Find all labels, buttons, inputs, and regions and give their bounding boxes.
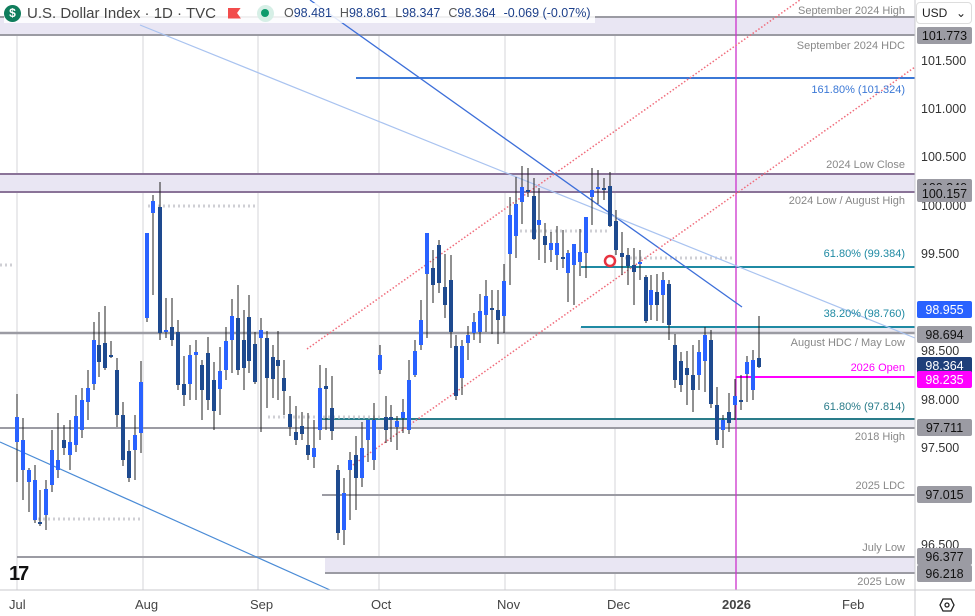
time-label: Sep (250, 597, 274, 612)
symbol-title[interactable]: U.S. Dollar Index · 1D · TVC (27, 4, 216, 22)
time-label: 2026 (722, 597, 751, 612)
level-label: 2026 Open (850, 362, 905, 374)
market-status-icon (256, 4, 274, 22)
price-tag: 96.377 (917, 548, 972, 565)
level-label: 2024 Low / August High (788, 195, 905, 207)
price-tag: 98.694 (917, 326, 972, 343)
chart-header: $ U.S. Dollar Index · 1D · TVC O98.481 H… (4, 3, 595, 23)
tradingview-logo[interactable]: 17 (9, 563, 29, 585)
level-label: September 2024 High (797, 5, 905, 17)
price-tag: 101.773 (917, 27, 972, 44)
price-tag: 97.711 (917, 419, 972, 436)
breakdown-marker-icon (603, 254, 617, 268)
level-label: 61.80% (99.384) (823, 248, 905, 260)
trendline-lower (0, 441, 331, 591)
dotted-refs (0, 204, 735, 521)
zone-2018-high (322, 419, 915, 428)
level-label: July Low (862, 542, 905, 554)
level-label: 2024 Low Close (826, 159, 905, 171)
time-label: Aug (135, 597, 159, 612)
dollar-symbol-icon: $ (4, 4, 21, 22)
level-label: 2018 High (854, 431, 905, 443)
price-tick: 98.500 (921, 344, 960, 358)
grid (16, 28, 616, 590)
price-tick: 101.500 (921, 54, 967, 68)
level-label: August HDC / May Low (790, 337, 905, 349)
channel-upper (306, 0, 801, 350)
price-tag: 97.015 (917, 486, 972, 503)
price-tick: 100.000 (921, 199, 967, 213)
level-label: 161.80% (101.324) (811, 84, 905, 96)
price-tick: 97.500 (921, 441, 960, 455)
price-tag: 98.955 (917, 301, 972, 318)
time-label: Oct (371, 597, 392, 612)
trendline-steep (309, 0, 743, 308)
zone-august-hdc (580, 327, 915, 333)
price-tick: 99.500 (921, 247, 960, 261)
zone-july-low (325, 557, 915, 573)
currency-select[interactable]: USD ⌄ (916, 2, 972, 24)
price-tag: 96.218 (917, 565, 972, 582)
price-tag: 98.364 (917, 357, 972, 374)
level-label: 61.80% (97.814) (823, 401, 905, 413)
chevron-down-icon: ⌄ (955, 6, 966, 20)
ohlc-values: O98.481 H98.861 L98.347 C98.364 -0.069 (… (283, 6, 591, 20)
time-label: Dec (607, 597, 631, 612)
change-value: -0.069 (-0.07%) (503, 6, 591, 20)
level-label: 2025 Low (857, 576, 905, 588)
settings-icon[interactable] (939, 598, 955, 612)
flag-icon[interactable] (227, 7, 241, 19)
price-tick: 98.000 (921, 393, 960, 407)
zone-2024-low (0, 174, 915, 192)
level-label: 2025 LDC (855, 480, 905, 492)
level-label: 38.20% (98.760) (823, 308, 905, 320)
price-tag: 98.235 (917, 371, 972, 388)
level-label: September 2024 HDC (796, 40, 905, 52)
time-label: Nov (497, 597, 521, 612)
time-label: Feb (842, 597, 865, 612)
price-tag: 100.157 (917, 185, 972, 202)
price-tick: 101.000 (921, 102, 967, 116)
time-label: Jul (9, 597, 26, 612)
candlesticks (15, 166, 761, 545)
price-tick: 100.500 (921, 150, 967, 164)
